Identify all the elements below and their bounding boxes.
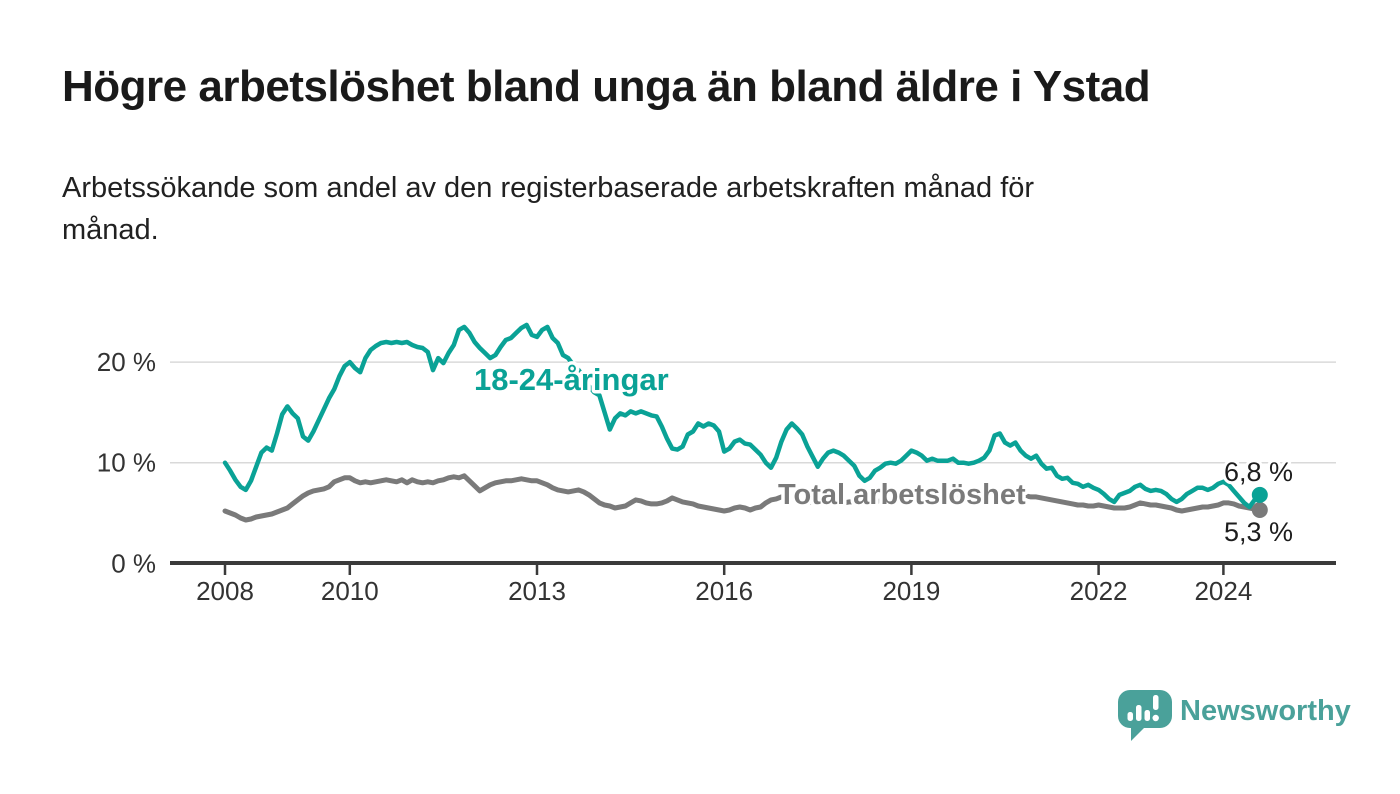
x-tick-label: 2013 [508,576,566,606]
y-tick-label: 0 % [111,548,156,578]
y-tick-label: 10 % [97,448,156,478]
subtitle-line-1: Arbetssökande som andel av den registerb… [62,172,1035,204]
series-lines [222,322,1263,523]
youth-series-line [222,322,1263,510]
chart-subtitle: Arbetssökande som andel av den registerb… [62,167,1262,251]
youth-end-value-label: 6,8 % [1224,457,1293,487]
bar-2 [1136,705,1142,721]
newsworthy-logo-icon [1118,690,1172,741]
y-axis-labels: 0 % 10 % 20 % [97,347,156,578]
newsworthy-logo: Newsworthy [1118,690,1351,741]
page-title: Högre arbetslöshet bland unga än bland ä… [62,62,1151,111]
y-tick-label: 20 % [97,347,156,377]
total-series-line [222,473,1263,523]
youth-series-label: 18-24-åringar [474,362,669,397]
x-tick-label: 2024 [1194,576,1252,606]
total-series-label: Total arbetslöshet [778,479,1026,511]
series-endpoint-dots [1251,486,1268,518]
subtitle-line-2: månad. [62,214,159,247]
total-series-endpoint-dot [1251,502,1268,518]
newsworthy-logo-text: Newsworthy [1180,695,1351,727]
x-axis-ticks: 2008 2010 2013 2016 2019 2022 2024 [196,565,1252,606]
bar-chart-glyph [1127,695,1159,722]
x-tick-label: 2016 [695,576,753,606]
x-tick-label: 2019 [882,576,940,606]
youth-series-endpoint-dot [1251,486,1268,503]
exclamation-bar [1153,695,1159,710]
exclamation-dot [1152,714,1159,722]
x-tick-label: 2008 [196,576,254,606]
x-tick-label: 2010 [321,576,379,606]
bar-3 [1144,710,1150,721]
bar-1 [1127,712,1133,721]
x-tick-label: 2022 [1070,576,1128,606]
total-end-value-label: 5,3 % [1224,517,1293,547]
